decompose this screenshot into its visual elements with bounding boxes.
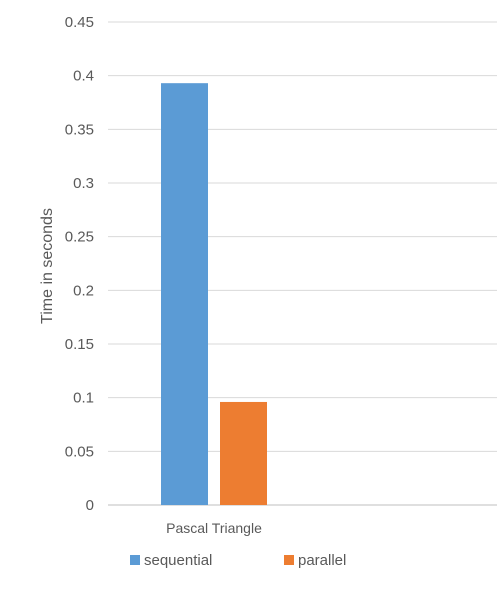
x-category-label: Pascal Triangle [166,520,262,536]
bars [161,83,267,506]
bar-sequential [161,83,208,506]
y-tick-label: 0.3 [73,175,94,192]
legend-swatch-sequential [130,555,140,565]
y-axis-ticks: 0 0.05 0.1 0.15 0.2 0.25 0.3 0.35 0.4 0.45 [65,14,94,514]
y-tick-label: 0.25 [65,229,94,246]
legend: sequential parallel [130,552,346,569]
legend-label-sequential: sequential [144,552,212,569]
y-tick-label: 0.1 [73,390,94,407]
y-tick-label: 0.45 [65,14,94,31]
y-tick-label: 0.05 [65,443,94,460]
bar-parallel [220,401,267,505]
legend-label-parallel: parallel [298,552,346,569]
y-axis-label: Time in seconds [39,208,56,324]
x-axis-categories: Pascal Triangle [166,520,262,536]
y-tick-label: 0.15 [65,336,94,353]
y-tick-label: 0.2 [73,282,94,299]
y-tick-label: 0.4 [73,68,94,85]
legend-swatch-parallel [284,555,294,565]
y-tick-label: 0 [86,497,94,514]
y-tick-label: 0.35 [65,121,94,138]
